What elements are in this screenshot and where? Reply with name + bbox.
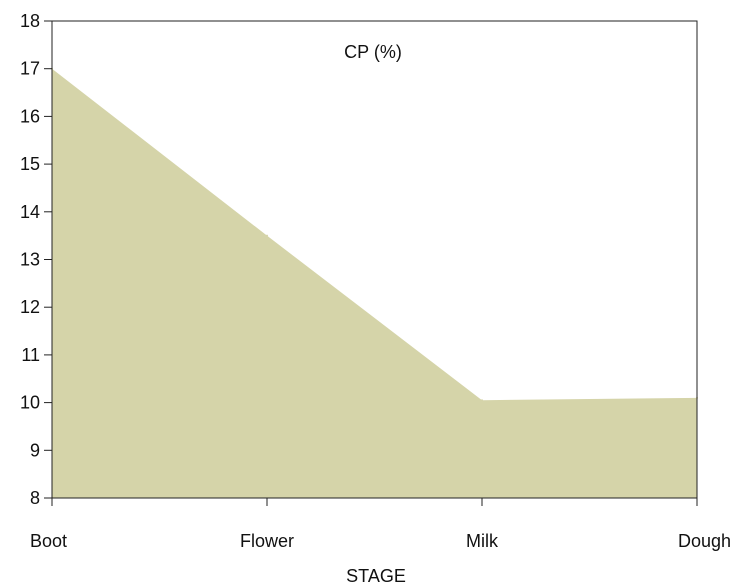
y-tick-label: 16 xyxy=(20,106,40,126)
x-axis: Boot Flower Milk Dough xyxy=(30,498,731,551)
chart-title: CP (%) xyxy=(344,42,402,62)
y-tick-label: 10 xyxy=(20,393,40,413)
x-tick-label-flower: Flower xyxy=(240,531,294,551)
y-tick-label: 11 xyxy=(21,345,40,365)
y-axis: 8 9 10 11 12 13 14 15 16 17 18 xyxy=(20,11,52,508)
y-tick-label: 8 xyxy=(30,488,40,508)
y-tick-label: 17 xyxy=(20,59,40,79)
area-series-layer xyxy=(51,67,698,498)
x-axis-title: STAGE xyxy=(346,566,406,586)
y-tick-label: 15 xyxy=(20,154,40,174)
x-tick-label-boot: Boot xyxy=(30,531,67,551)
x-tick-label-milk: Milk xyxy=(466,531,499,551)
y-tick-label: 14 xyxy=(20,202,40,222)
y-tick-label: 18 xyxy=(20,11,40,31)
y-tick-label: 9 xyxy=(30,440,40,460)
y-tick-label: 13 xyxy=(20,250,40,270)
x-tick-label-dough: Dough xyxy=(678,531,731,551)
data-point-flower xyxy=(266,234,268,237)
data-point-milk xyxy=(481,399,483,402)
y-tick-label: 12 xyxy=(20,297,40,317)
area-series xyxy=(52,68,697,498)
